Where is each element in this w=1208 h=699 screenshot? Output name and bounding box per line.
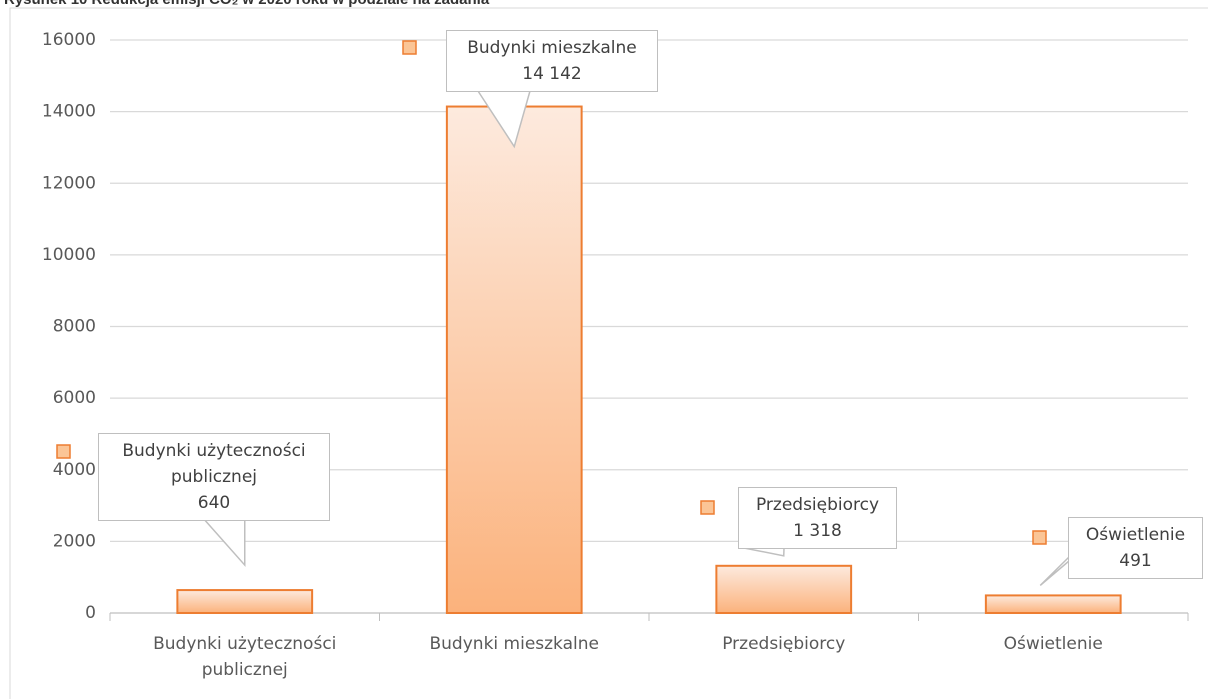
callout-pointer [203,519,246,568]
bar [176,589,314,615]
callout-key [56,444,71,459]
data-label-callout: Przedsiębiorcy 1 318 [738,487,897,549]
data-label-callout: Oświetlenie 491 [1068,517,1203,579]
y-tick-label: 14000 [42,102,96,122]
y-tick-label: 12000 [42,173,96,193]
callout-pointer [743,547,785,557]
bar [984,594,1122,615]
data-label: 640 [197,493,231,513]
data-label-callout: Budynki użyteczności publicznej 640 [98,433,330,521]
data-label: 1 318 [793,521,842,541]
y-tick-label: 10000 [42,245,96,265]
y-tick-label: 16000 [42,30,96,50]
callout-pointer [1039,555,1070,586]
callout-category: Budynki mieszkalne [467,38,637,58]
bar [445,105,583,615]
x-tick-label: Przedsiębiorcy [722,634,846,654]
callout-category: Przedsiębiorcy [755,495,880,515]
callout-category: Oświetlenie [1085,525,1186,545]
callout-category: Budynki użyteczności publicznej [122,441,306,487]
data-label: 14 142 [522,64,582,84]
y-tick-label: 8000 [53,317,96,337]
y-tick-label: 2000 [53,531,96,551]
y-tick-label: 4000 [53,460,96,480]
y-tick-label: 6000 [53,388,96,408]
x-tick-label: Budynki mieszkalne [429,634,599,654]
callout-key [1032,530,1047,545]
x-tick-label: Oświetlenie [1003,634,1103,654]
data-label-callout: Budynki mieszkalne 14 142 [446,30,658,92]
chart-title: Rysunek 10 Redukcja emisji CO₂ w 2020 ro… [4,0,489,8]
bar [715,564,853,615]
callout-key [700,500,715,515]
x-tick-label: Budynki użyteczności publicznej [153,634,337,680]
callout-key [402,40,417,55]
frame [9,7,1208,699]
y-tick-label: 0 [85,603,96,623]
data-label: 491 [1119,551,1152,571]
